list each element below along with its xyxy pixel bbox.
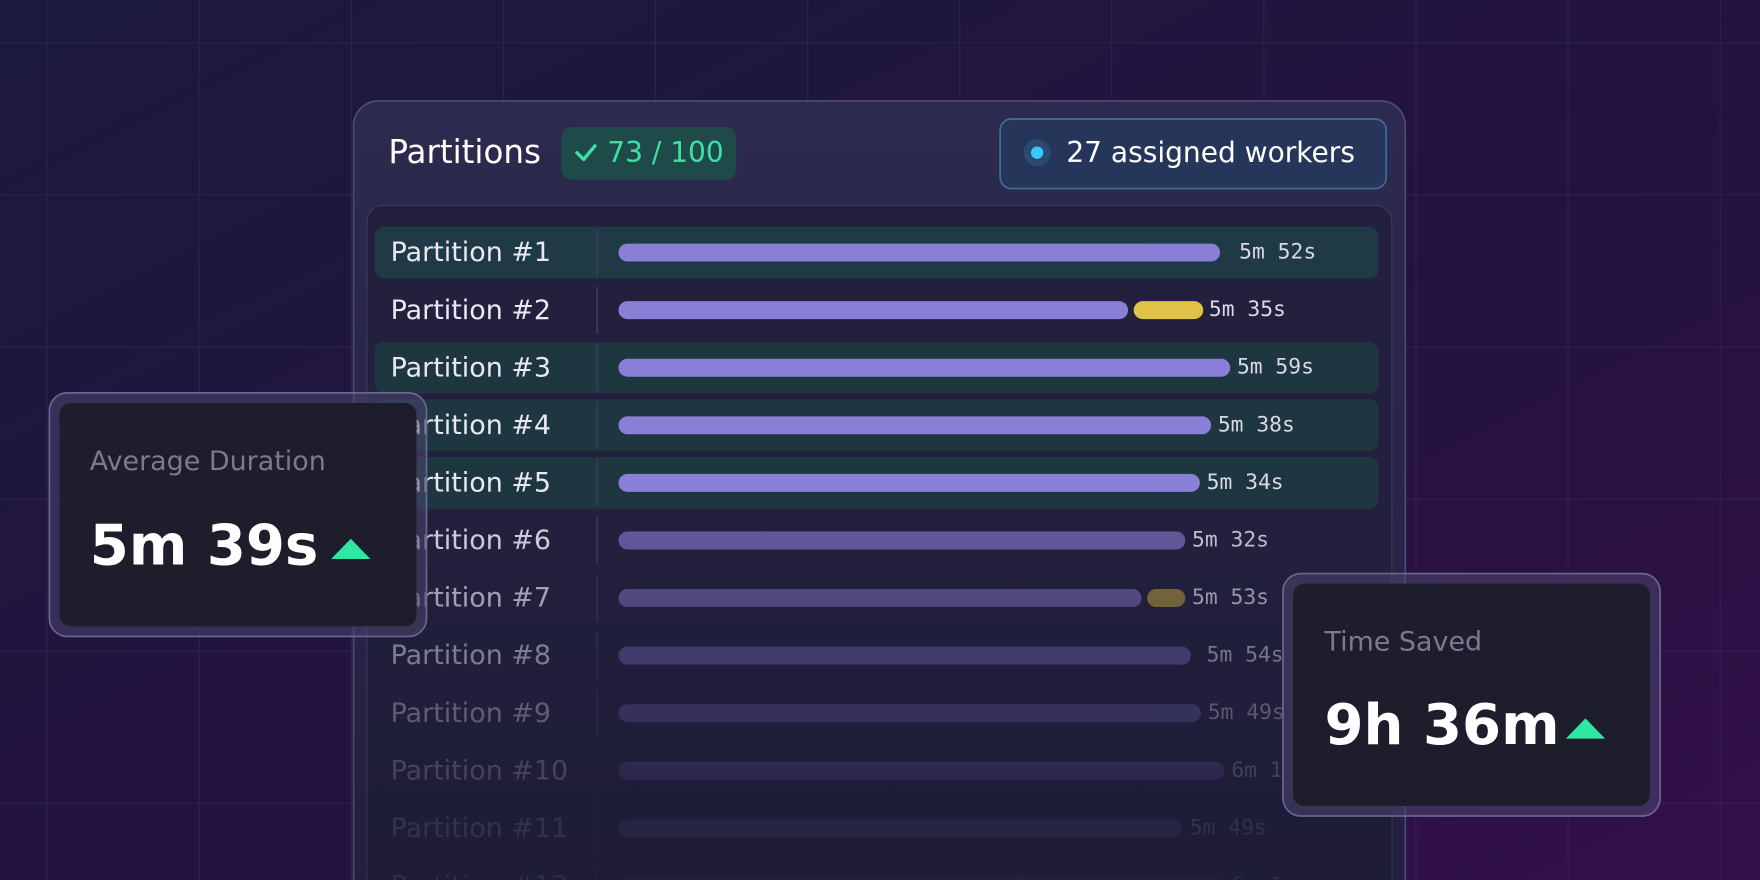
check-icon <box>575 144 597 162</box>
trend-up-icon <box>331 538 371 559</box>
list-fade <box>367 205 1392 880</box>
progress-text: 73 / 100 <box>607 136 724 169</box>
card-label: Average Duration <box>90 446 326 477</box>
card-value: 5m 39s <box>90 514 319 579</box>
average-duration-card <box>59 402 417 627</box>
trend-up-icon <box>1565 718 1606 739</box>
workers-badge[interactable] <box>999 118 1388 190</box>
card-label: Time Saved <box>1323 627 1482 658</box>
progress-badge <box>561 126 737 180</box>
card-value: 9h 36m <box>1324 693 1559 758</box>
status-dot <box>1030 146 1044 159</box>
workers-text: 27 assigned workers <box>1066 136 1355 169</box>
time-saved-card <box>1293 583 1650 806</box>
panel-title: Partitions <box>388 133 541 171</box>
